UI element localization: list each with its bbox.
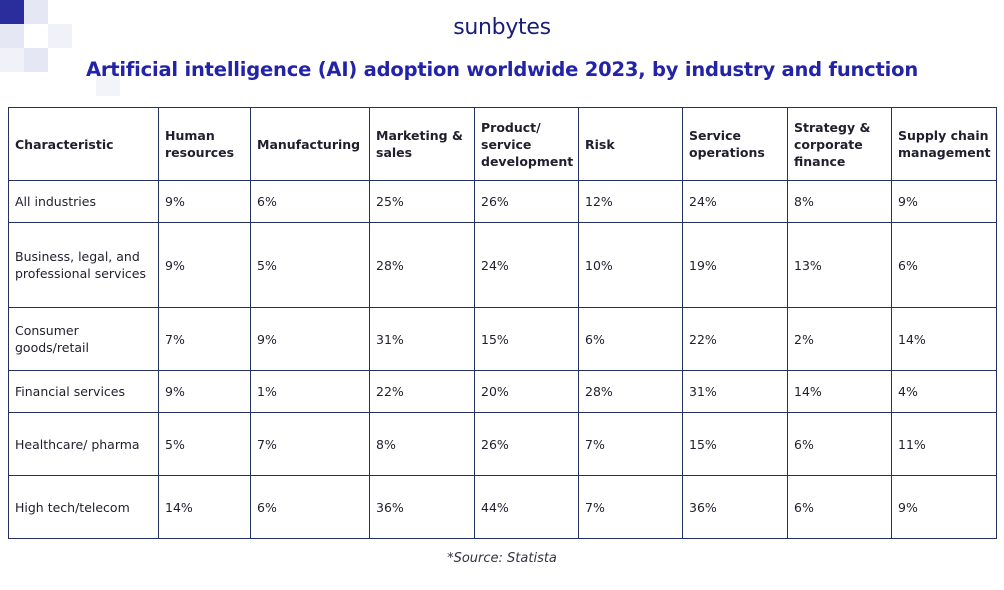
table-row: Financial services 9% 1% 22% 20% 28% 31% 14% 4% bbox=[8, 370, 997, 413]
row-label: Financial services bbox=[8, 370, 159, 413]
value-cell: 22% bbox=[682, 307, 788, 371]
value-cell: 9% bbox=[891, 475, 997, 539]
value-cell: 9% bbox=[250, 307, 370, 371]
decorative-square-light bbox=[48, 24, 72, 48]
value-cell: 9% bbox=[158, 370, 251, 413]
value-cell: 7% bbox=[578, 412, 683, 476]
value-cell: 8% bbox=[787, 180, 892, 223]
row-label: High tech/telecom bbox=[8, 475, 159, 539]
value-cell: 31% bbox=[682, 370, 788, 413]
value-cell: 22% bbox=[369, 370, 475, 413]
value-cell: 9% bbox=[891, 180, 997, 223]
value-cell: 24% bbox=[682, 180, 788, 223]
value-cell: 6% bbox=[891, 222, 997, 308]
column-header: Strategy & corporate finance bbox=[787, 107, 892, 181]
decorative-square-light bbox=[0, 24, 24, 48]
value-cell: 26% bbox=[474, 180, 579, 223]
value-cell: 19% bbox=[682, 222, 788, 308]
row-label: All industries bbox=[8, 180, 159, 223]
column-header: Supply chain management bbox=[891, 107, 997, 181]
value-cell: 6% bbox=[250, 180, 370, 223]
column-header: Product/ service development bbox=[474, 107, 579, 181]
value-cell: 5% bbox=[158, 412, 251, 476]
decorative-square-light bbox=[96, 72, 120, 96]
value-cell: 2% bbox=[787, 307, 892, 371]
value-cell: 31% bbox=[369, 307, 475, 371]
decorative-square-light bbox=[24, 48, 48, 72]
value-cell: 15% bbox=[474, 307, 579, 371]
table-row: Business, legal, and professional servic… bbox=[8, 222, 997, 308]
decorative-square-light bbox=[24, 0, 48, 24]
value-cell: 10% bbox=[578, 222, 683, 308]
decorative-square-light bbox=[0, 48, 24, 72]
column-header: Human resources bbox=[158, 107, 251, 181]
column-header: Risk bbox=[578, 107, 683, 181]
value-cell: 7% bbox=[158, 307, 251, 371]
table-header-row: Characteristic Human resources Manufacturi… bbox=[8, 107, 997, 181]
value-cell: 4% bbox=[891, 370, 997, 413]
table-row: High tech/telecom 14% 6% 36% 44% 7% 36% 6% 9% bbox=[8, 475, 997, 539]
value-cell: 36% bbox=[682, 475, 788, 539]
value-cell: 6% bbox=[250, 475, 370, 539]
table-row: Consumer goods/retail 7% 9% 31% 15% 6% 22% 2% 14… bbox=[8, 307, 997, 371]
value-cell: 24% bbox=[474, 222, 579, 308]
value-cell: 14% bbox=[787, 370, 892, 413]
value-cell: 9% bbox=[158, 180, 251, 223]
value-cell: 6% bbox=[578, 307, 683, 371]
value-cell: 11% bbox=[891, 412, 997, 476]
value-cell: 14% bbox=[891, 307, 997, 371]
value-cell: 9% bbox=[158, 222, 251, 308]
brand-logo: sunbytes bbox=[453, 15, 551, 40]
value-cell: 28% bbox=[369, 222, 475, 308]
value-cell: 25% bbox=[369, 180, 475, 223]
value-cell: 26% bbox=[474, 412, 579, 476]
source-note: *Source: Statista bbox=[447, 551, 557, 566]
decorative-square-dark bbox=[0, 0, 24, 24]
value-cell: 28% bbox=[578, 370, 683, 413]
value-cell: 44% bbox=[474, 475, 579, 539]
value-cell: 6% bbox=[787, 412, 892, 476]
value-cell: 1% bbox=[250, 370, 370, 413]
page-title: Artificial intelligence (AI) adoption wo… bbox=[85, 58, 919, 81]
value-cell: 12% bbox=[578, 180, 683, 223]
header-characteristic: Characteristic bbox=[8, 107, 159, 181]
value-cell: 36% bbox=[369, 475, 475, 539]
table-row: All industries 9% 6% 25% 26% 12% 24% 8% 9% bbox=[8, 180, 997, 223]
value-cell: 7% bbox=[250, 412, 370, 476]
value-cell: 5% bbox=[250, 222, 370, 308]
value-cell: 13% bbox=[787, 222, 892, 308]
value-cell: 15% bbox=[682, 412, 788, 476]
table-row: Healthcare/ pharma 5% 7% 8% 26% 7% 15% 6% 11% bbox=[8, 412, 997, 476]
value-cell: 20% bbox=[474, 370, 579, 413]
value-cell: 7% bbox=[578, 475, 683, 539]
value-cell: 14% bbox=[158, 475, 251, 539]
row-label: Healthcare/ pharma bbox=[8, 412, 159, 476]
row-label: Consumer goods/retail bbox=[8, 307, 159, 371]
adoption-table: Characteristic Human resources Manufacturi… bbox=[8, 107, 997, 539]
value-cell: 6% bbox=[787, 475, 892, 539]
column-header: Service operations bbox=[682, 107, 788, 181]
row-label: Business, legal, and professional servic… bbox=[8, 222, 159, 308]
column-header: Marketing & sales bbox=[369, 107, 475, 181]
column-header: Manufacturing bbox=[250, 107, 370, 181]
value-cell: 8% bbox=[369, 412, 475, 476]
